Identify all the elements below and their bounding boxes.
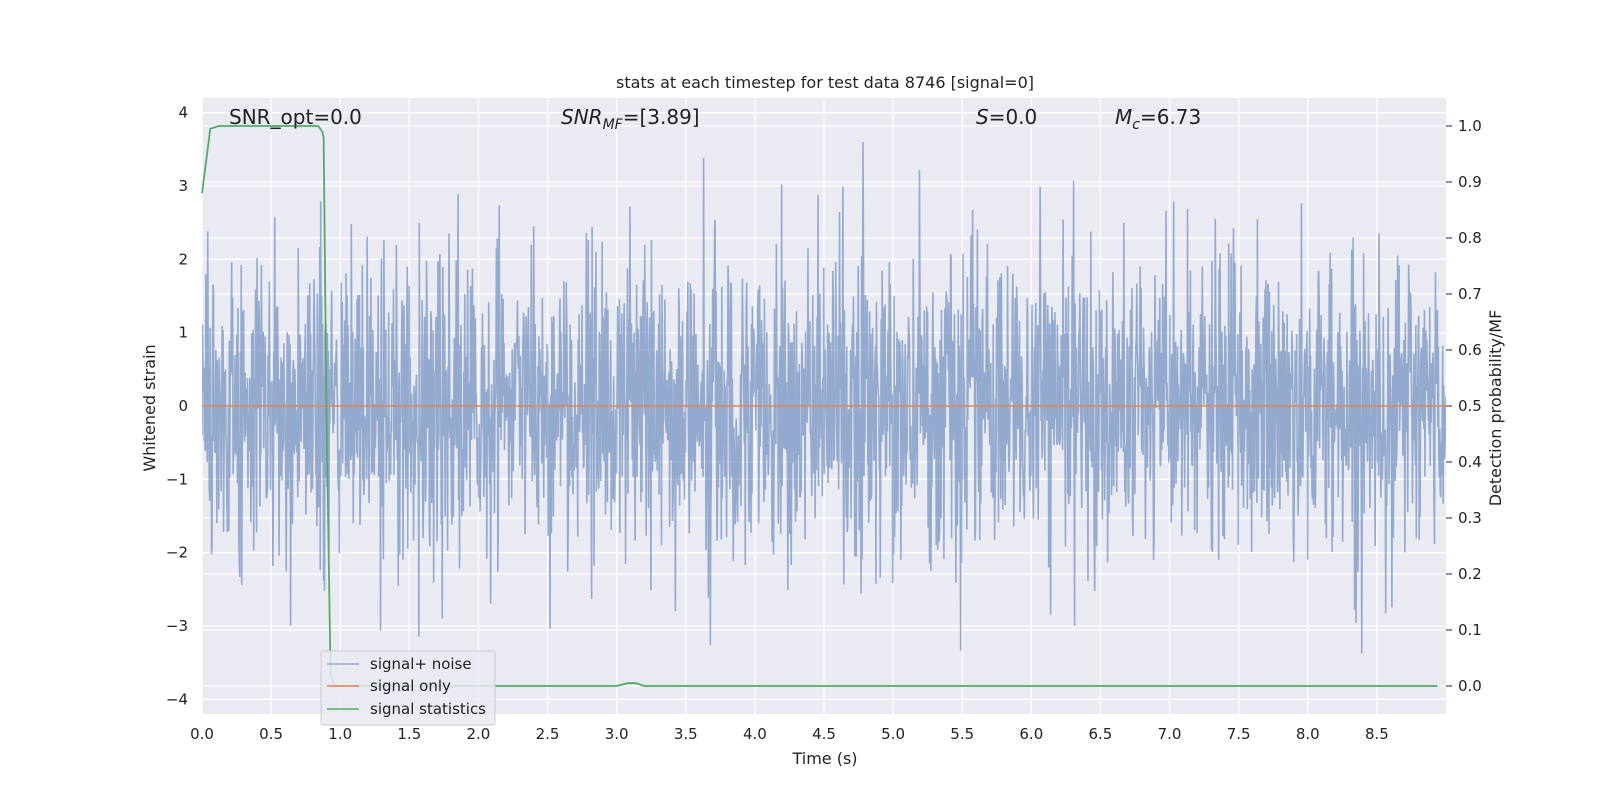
y-tick-label: 2 <box>178 250 188 268</box>
legend-entry-signal-noise: signal+ noise <box>327 655 472 673</box>
annotation-s-symbol: S <box>976 105 989 129</box>
x-tick-label: 0.0 <box>190 725 214 743</box>
x-tick-label: 8.5 <box>1365 725 1389 743</box>
x-tick-label: 2.5 <box>536 725 560 743</box>
x-axis-ticks: 0.0 0.5 1.0 1.5 2.0 2.5 3.0 3.5 4.0 4.5 5.0 5.5 6.0 6… <box>190 725 1389 743</box>
y-tick-label: −4 <box>166 690 188 708</box>
y-tick-label: −1 <box>166 470 188 488</box>
x-tick-label: 6.5 <box>1089 725 1113 743</box>
legend: signal+ noise signal only signal statist… <box>320 650 496 726</box>
y2-tick-label: 0.2 <box>1458 565 1482 583</box>
y2-tick-label: 0.9 <box>1458 173 1482 191</box>
annotation-snr-mf-symbol: SNR <box>561 105 603 129</box>
y2-tick-label: 0.1 <box>1458 621 1482 639</box>
legend-label: signal statistics <box>370 700 486 718</box>
annotation-mc: Mc=6.73 <box>1115 105 1201 133</box>
x-tick-label: 2.0 <box>467 725 491 743</box>
y2-tick-label: 0.7 <box>1458 285 1482 303</box>
y2-axis-label: Detection probability/MF <box>1486 310 1505 507</box>
x-tick-label: 1.5 <box>397 725 421 743</box>
y-axis-ticks: −4 −3 −2 −1 0 1 2 3 4 <box>166 104 188 709</box>
annotation-mc-symbol: M <box>1115 105 1132 129</box>
x-tick-label: 8.0 <box>1296 725 1320 743</box>
noise-trace <box>202 141 1446 654</box>
annotation-s-value: =0.0 <box>989 105 1038 129</box>
x-tick-label: 5.5 <box>950 725 974 743</box>
legend-label: signal only <box>370 677 451 695</box>
legend-entry-signal-statistics: signal statistics <box>327 700 486 718</box>
x-tick-label: 7.0 <box>1158 725 1182 743</box>
y2-tick-label: 0.0 <box>1458 677 1482 695</box>
y2-tick-label: 1.0 <box>1458 117 1482 135</box>
chart-title: stats at each timestep for test data 874… <box>616 73 1034 92</box>
annotation-snr-opt: SNR_opt=0.0 <box>229 105 362 129</box>
y2-tick-label: 0.8 <box>1458 229 1482 247</box>
annotation-snr-mf-value: =[3.89] <box>623 105 700 129</box>
annotation-s: S=0.0 <box>976 105 1037 129</box>
x-tick-label: 1.0 <box>328 725 352 743</box>
y2-axis-ticks: 0.0 0.1 0.2 0.3 0.4 0.5 0.6 0.7 0.8 0.9 1.0 <box>1446 117 1482 695</box>
x-tick-label: 3.0 <box>605 725 629 743</box>
legend-label: signal+ noise <box>370 655 472 673</box>
series-signal-noise <box>202 141 1446 654</box>
y-tick-label: 4 <box>178 104 188 122</box>
y-tick-label: 3 <box>178 177 188 195</box>
y2-tick-label: 0.6 <box>1458 341 1482 359</box>
y2-tick-label: 0.5 <box>1458 397 1482 415</box>
annotation-mc-subscript: c <box>1132 117 1140 133</box>
y-tick-label: −2 <box>166 544 188 562</box>
x-tick-label: 4.5 <box>812 725 836 743</box>
annotation-snr-mf: SNRMF=[3.89] <box>561 105 700 133</box>
x-tick-label: 4.0 <box>743 725 767 743</box>
x-tick-label: 5.0 <box>881 725 905 743</box>
y-tick-label: −3 <box>166 617 188 635</box>
x-axis-label: Time (s) <box>791 749 857 768</box>
y-axis-label: Whitened strain <box>140 344 159 471</box>
legend-entry-signal-only: signal only <box>327 677 451 695</box>
y-tick-label: 1 <box>178 324 188 342</box>
y-tick-label: 0 <box>178 397 188 415</box>
annotation-snr-mf-subscript: MF <box>603 117 624 133</box>
x-tick-label: 6.0 <box>1019 725 1043 743</box>
x-tick-label: 0.5 <box>259 725 283 743</box>
x-tick-label: 3.5 <box>674 725 698 743</box>
annotation-mc-value: =6.73 <box>1140 105 1201 129</box>
x-tick-label: 7.5 <box>1227 725 1251 743</box>
y2-tick-label: 0.4 <box>1458 453 1482 471</box>
y2-tick-label: 0.3 <box>1458 509 1482 527</box>
